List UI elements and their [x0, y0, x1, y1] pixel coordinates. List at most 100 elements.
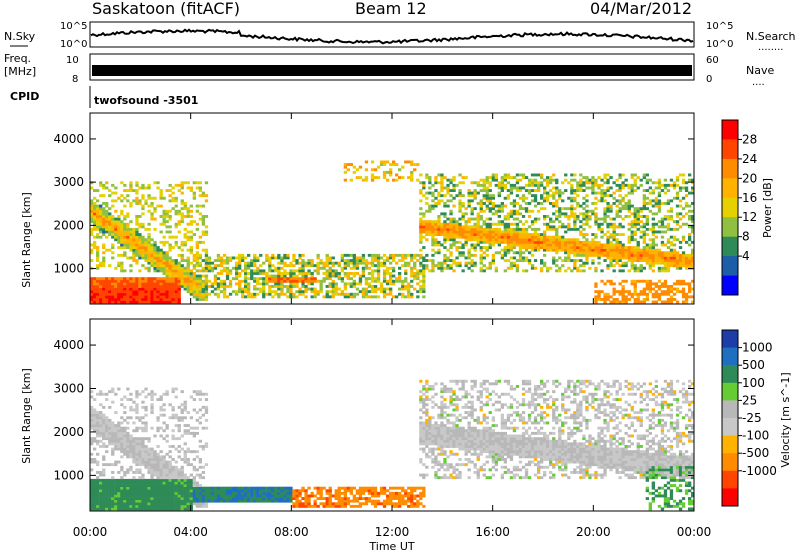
- power-cell: [162, 290, 166, 294]
- velocity-cell: [192, 450, 196, 454]
- power-cell: [594, 178, 598, 182]
- power-cell: [186, 282, 190, 286]
- velocity-cell: [150, 497, 154, 500]
- power-cell: [298, 290, 302, 294]
- velocity-cell: [138, 494, 142, 498]
- power-cell: [398, 274, 402, 278]
- power-cell: [222, 292, 227, 296]
- power-cell: [395, 279, 399, 283]
- velocity-cell: [189, 478, 193, 482]
- power-cell: [123, 227, 127, 231]
- power-cell: [606, 235, 610, 239]
- power-cell: [615, 183, 619, 187]
- power-cell: [449, 264, 453, 268]
- power-cell: [434, 240, 438, 244]
- power-cell: [301, 282, 305, 286]
- power-cell: [201, 287, 205, 291]
- power-cell: [259, 253, 263, 257]
- power-cell: [174, 266, 178, 270]
- power-cell: [355, 292, 360, 296]
- velocity-cell: [165, 468, 169, 472]
- velocity-cell: [120, 499, 124, 503]
- velocity-cell: [105, 431, 109, 435]
- power-cell: [630, 248, 634, 252]
- power-cell: [494, 269, 498, 273]
- power-cell: [494, 222, 498, 226]
- power-cell: [431, 204, 435, 208]
- power-cell: [558, 225, 562, 229]
- velocity-cell: [213, 499, 218, 503]
- velocity-cell: [102, 468, 106, 472]
- power-cell: [612, 225, 616, 229]
- power-cell: [630, 266, 634, 270]
- velocity-cell: [126, 504, 130, 508]
- velocity-cell: [216, 497, 221, 500]
- power-cell: [292, 274, 296, 278]
- power-cell: [675, 261, 680, 265]
- power-cell: [524, 227, 529, 231]
- velocity-cell: [165, 424, 169, 427]
- power-cell: [373, 168, 378, 172]
- power-cell: [681, 300, 686, 304]
- velocity-cell: [180, 507, 184, 511]
- velocity-cell: [147, 489, 151, 493]
- power-cell: [688, 217, 692, 221]
- power-cell: [597, 246, 601, 249]
- velocity-cell: [99, 416, 103, 420]
- power-cell: [410, 160, 414, 164]
- power-cell: [419, 222, 423, 226]
- power-cell: [274, 290, 278, 294]
- power-cell: [123, 287, 127, 291]
- power-cell: [639, 269, 643, 273]
- power-cell: [189, 235, 193, 239]
- power-cell: [678, 217, 683, 221]
- power-cell: [301, 292, 305, 296]
- power-cell: [657, 248, 662, 252]
- power-cell: [292, 285, 296, 288]
- velocity-cell: [162, 478, 166, 482]
- power-cell: [319, 279, 323, 283]
- velocity-cell: [102, 424, 106, 427]
- power-cell: [546, 222, 550, 226]
- velocity-cell: [132, 450, 136, 454]
- velocity-cell: [129, 416, 133, 420]
- velocity-cell: [135, 499, 139, 503]
- power-cell: [645, 248, 649, 252]
- power-cell: [482, 220, 486, 224]
- power-cell: [509, 240, 514, 244]
- power-cell: [576, 227, 580, 231]
- power-cell: [648, 191, 652, 195]
- power-cell: [386, 272, 390, 275]
- power-cell: [455, 246, 459, 249]
- velocity-cell: [135, 408, 139, 412]
- velocity-cell: [132, 447, 136, 451]
- power-cell: [678, 259, 683, 262]
- power-cell: [549, 189, 553, 192]
- velocity-cell: [162, 468, 166, 472]
- power-cell: [376, 259, 381, 262]
- power-cell: [651, 199, 655, 203]
- power-cell: [401, 282, 405, 286]
- velocity-cell: [159, 455, 163, 459]
- power-cell: [219, 285, 224, 288]
- power-cell: [555, 264, 559, 268]
- power-cell: [174, 204, 178, 208]
- power-cell: [639, 235, 643, 239]
- velocity-cell: [120, 502, 124, 506]
- power-cell: [497, 220, 501, 224]
- velocity-cell: [183, 507, 187, 511]
- power-cell: [515, 225, 520, 229]
- velocity-cell: [180, 486, 184, 490]
- power-cell: [458, 194, 462, 198]
- power-cell: [120, 225, 124, 229]
- power-cell: [440, 178, 444, 182]
- velocity-cell: [186, 502, 190, 506]
- power-cell: [126, 225, 130, 229]
- power-cell: [633, 209, 637, 213]
- velocity-cell: [180, 497, 184, 500]
- power-cell: [198, 256, 202, 260]
- power-cell: [352, 282, 356, 286]
- power-cell: [470, 264, 474, 268]
- velocity-cell: [102, 429, 106, 433]
- velocity-cell: [201, 502, 205, 506]
